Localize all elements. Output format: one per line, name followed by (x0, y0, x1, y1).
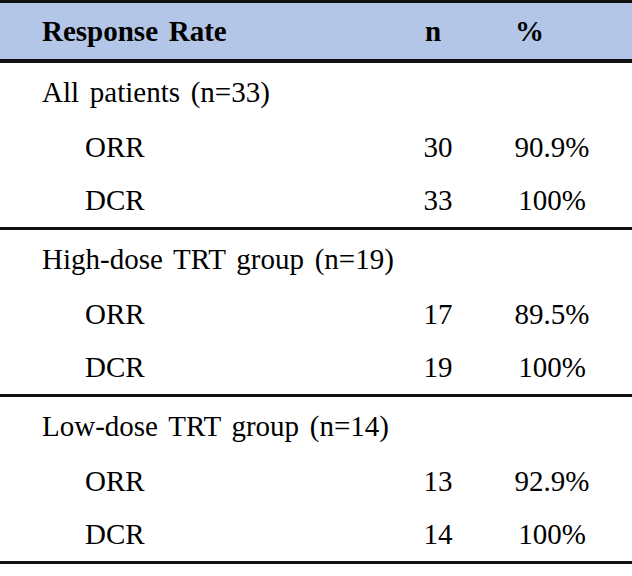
row-label: DCR (0, 508, 392, 563)
section-low-dose-trt: Low-dose TRT group (n=14) ORR 13 92.9% D… (0, 396, 632, 563)
table-header: Response Rate n % (0, 2, 632, 62)
cell-percent: 90.9% (484, 121, 620, 174)
header-spacer (620, 2, 632, 62)
header-row: Response Rate n % (0, 2, 632, 62)
cell-percent: 100% (484, 174, 620, 229)
table-row: ORR 30 90.9% (0, 121, 632, 174)
group-label: All patients (n=33) (0, 61, 632, 121)
table-figure: Response Rate n % All patients (n=33) OR… (0, 0, 632, 576)
cell-n: 14 (392, 508, 484, 563)
section-high-dose-trt: High-dose TRT group (n=19) ORR 17 89.5% … (0, 229, 632, 396)
cell-n: 30 (392, 121, 484, 174)
column-header-response-rate: Response Rate (0, 2, 392, 62)
table-row: DCR 14 100% (0, 508, 632, 563)
group-row: High-dose TRT group (n=19) (0, 229, 632, 289)
cell-percent: 92.9% (484, 455, 620, 508)
group-label: High-dose TRT group (n=19) (0, 229, 632, 289)
cell-n: 19 (392, 341, 484, 396)
cell-percent: 100% (484, 341, 620, 396)
cell-n: 13 (392, 455, 484, 508)
row-label: ORR (0, 121, 392, 174)
group-row: All patients (n=33) (0, 61, 632, 121)
table-row: ORR 17 89.5% (0, 288, 632, 341)
column-header-percent: % (484, 2, 620, 62)
cell-n: 17 (392, 288, 484, 341)
row-label: DCR (0, 341, 392, 396)
column-header-n: n (392, 2, 484, 62)
group-row: Low-dose TRT group (n=14) (0, 396, 632, 456)
table-row: ORR 13 92.9% (0, 455, 632, 508)
row-label: ORR (0, 288, 392, 341)
response-rate-table: Response Rate n % All patients (n=33) OR… (0, 0, 632, 564)
group-label: Low-dose TRT group (n=14) (0, 396, 632, 456)
table-row: DCR 19 100% (0, 341, 632, 396)
cell-percent: 100% (484, 508, 620, 563)
row-label: DCR (0, 174, 392, 229)
table-row: DCR 33 100% (0, 174, 632, 229)
section-all-patients: All patients (n=33) ORR 30 90.9% DCR 33 … (0, 61, 632, 229)
cell-n: 33 (392, 174, 484, 229)
row-label: ORR (0, 455, 392, 508)
cell-percent: 89.5% (484, 288, 620, 341)
